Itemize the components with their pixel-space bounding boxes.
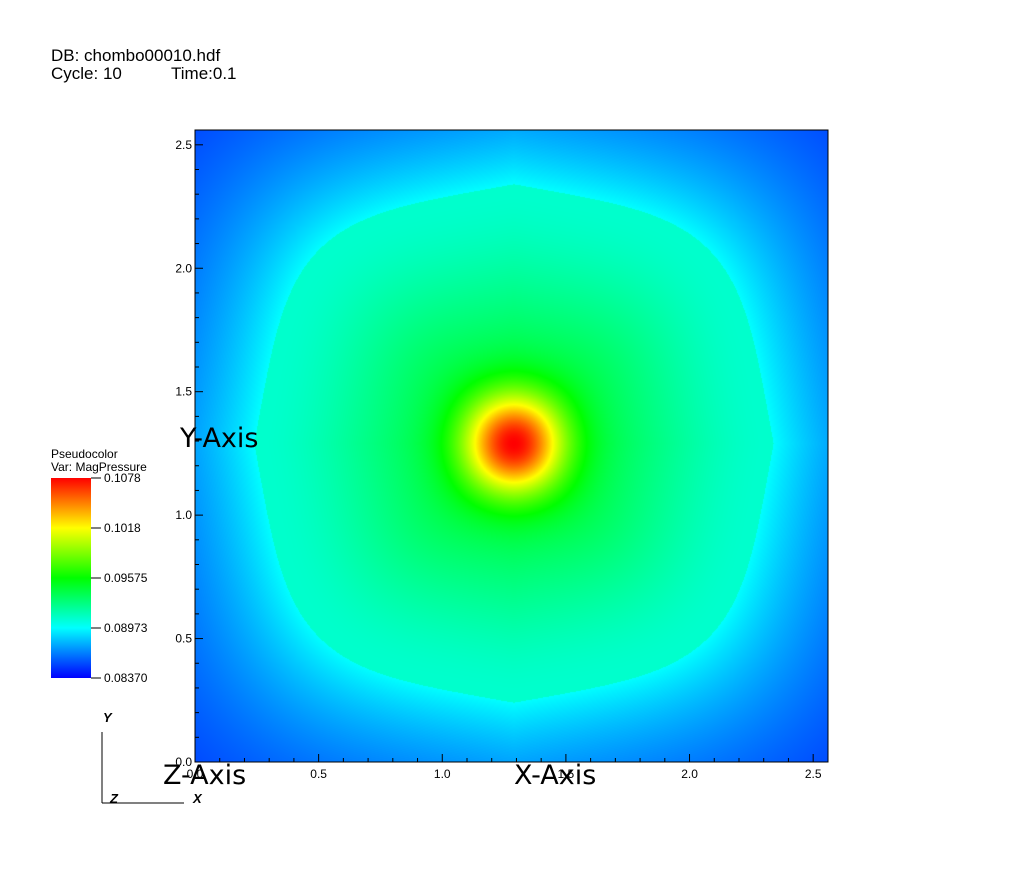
legend-ticks: 0.1078 0.1018 0.09575 0.08973 0.08370 (91, 471, 148, 685)
x-axis-title: X-Axis (514, 760, 596, 791)
legend-tick-label: 0.08370 (104, 671, 148, 685)
triad-x-label: X (192, 791, 203, 806)
y-tick-label: 0.0 (175, 755, 192, 769)
heatmap-field-container (195, 130, 828, 762)
time-label: Time:0.1 (171, 64, 237, 83)
x-tick-label: 0.5 (310, 767, 327, 781)
y-tick-label: 2.0 (175, 261, 192, 275)
legend-tick-label: 0.1018 (104, 521, 141, 535)
triad-z-label: Z (109, 791, 119, 806)
y-axis-title: Y-Axis (179, 423, 258, 454)
heatmap-field (195, 130, 828, 762)
x-tick-label: 1.5 (558, 767, 575, 781)
cycle-label: Cycle: 10 (51, 64, 122, 83)
z-axis-title: Z-Axis (163, 760, 246, 791)
y-tick-label: 1.5 (175, 385, 192, 399)
x-tick-label: 1.0 (434, 767, 451, 781)
x-tick-label: 0.0 (187, 767, 204, 781)
x-tick-label: 2.5 (805, 767, 822, 781)
legend-tick-label: 0.09575 (104, 571, 148, 585)
plot-frame (194, 129, 829, 763)
y-tick-label: 0.5 (175, 632, 192, 646)
legend-title: Pseudocolor (51, 447, 118, 461)
legend-colorbar (51, 478, 91, 678)
triad-y-label: Y (103, 710, 113, 725)
axis-triad: Y X Z (101, 710, 203, 806)
y-tick-label: 1.0 (175, 508, 192, 522)
database-label: DB: chombo00010.hdf (51, 46, 221, 65)
cycle-time-label: Cycle: 10 Time:0.1 (51, 65, 237, 83)
y-tick-label: 2.5 (175, 138, 192, 152)
x-tick-label: 2.0 (681, 767, 698, 781)
legend-variable: Var: MagPressure (51, 460, 147, 474)
legend-tick-label: 0.1078 (104, 471, 141, 485)
legend-tick-label: 0.08973 (104, 621, 148, 635)
axes: 0.0 0.5 1.0 1.5 2.0 2.5 0.0 0.5 1.0 1.5 2.0 2.5 (175, 138, 822, 781)
